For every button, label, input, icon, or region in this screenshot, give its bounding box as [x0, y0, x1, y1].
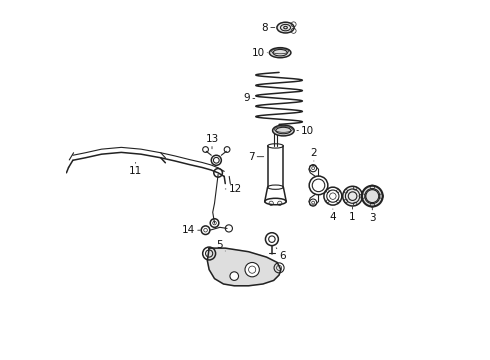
Text: 3: 3 — [369, 208, 376, 222]
Text: 4: 4 — [330, 209, 336, 222]
Text: 6: 6 — [276, 248, 286, 261]
Text: 13: 13 — [205, 134, 219, 149]
Text: 10: 10 — [297, 126, 314, 135]
Circle shape — [230, 272, 239, 280]
Text: 1: 1 — [349, 207, 356, 222]
Text: 9: 9 — [244, 93, 255, 103]
Text: 10: 10 — [251, 48, 268, 58]
Circle shape — [245, 262, 259, 277]
Polygon shape — [207, 248, 281, 286]
Text: 7: 7 — [248, 152, 264, 162]
Text: 2: 2 — [311, 148, 317, 161]
Ellipse shape — [272, 125, 294, 136]
Ellipse shape — [270, 48, 291, 58]
Text: 11: 11 — [129, 162, 142, 176]
Text: 14: 14 — [182, 225, 200, 235]
Text: 12: 12 — [225, 184, 242, 194]
Text: 5: 5 — [216, 240, 225, 251]
Ellipse shape — [343, 186, 363, 206]
Ellipse shape — [362, 186, 383, 207]
Ellipse shape — [277, 22, 294, 33]
Text: 8: 8 — [261, 23, 275, 33]
